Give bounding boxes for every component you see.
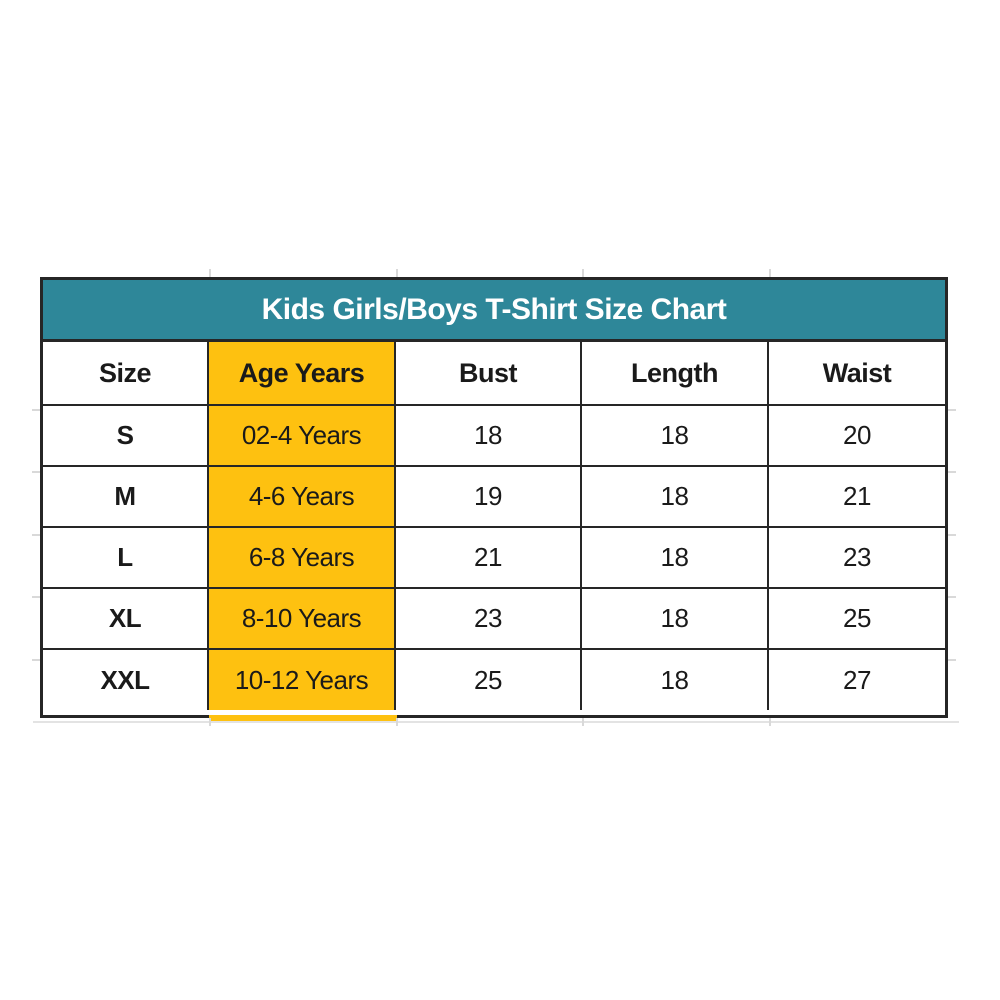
col-header-waist: Waist [767,342,945,406]
gridline-tick [582,718,584,726]
cell-waist: 27 [767,648,945,710]
cell-bust: 21 [394,526,582,589]
gridline-tick [32,471,40,473]
cell-waist: 20 [767,404,945,467]
cell-length: 18 [580,648,769,710]
gridline-tick [32,596,40,598]
col-header-age-years: Age Years [207,342,396,406]
table-row-xl: XL 8-10 Years 23 18 25 [43,587,945,650]
cell-age: 4-6 Years [207,465,396,528]
cell-waist: 23 [767,526,945,589]
gridline-tick [769,718,771,726]
table-row-m: M 4-6 Years 19 18 21 [43,465,945,528]
gridline-tick [32,659,40,661]
gridline-tick [209,269,211,277]
gridline-tick [396,718,398,726]
cell-bust: 23 [394,587,582,650]
size-table: Size Age Years Bust Length Waist S 02-4 … [43,342,945,710]
gridline-tick [769,269,771,277]
cell-age: 10-12 Years [207,648,396,710]
cell-size: S [43,404,209,467]
gridline-tick [33,721,959,723]
cell-bust: 19 [394,465,582,528]
gridline-tick [948,471,956,473]
cell-length: 18 [580,587,769,650]
table-row-s: S 02-4 Years 18 18 20 [43,404,945,467]
col-header-length: Length [580,342,769,406]
cell-length: 18 [580,526,769,589]
cell-size: XXL [43,648,209,710]
gridline-tick [948,596,956,598]
cell-bust: 25 [394,648,582,710]
cell-length: 18 [580,465,769,528]
cell-bust: 18 [394,404,582,467]
gridline-tick [396,269,398,277]
col-header-size: Size [43,342,209,406]
gridline-tick [948,409,956,411]
header-row: Size Age Years Bust Length Waist [43,342,945,406]
highlight-column-overflow [209,715,397,721]
gridline-tick [948,659,956,661]
gridline-tick [582,269,584,277]
gridline-tick [32,409,40,411]
cell-size: M [43,465,209,528]
cell-waist: 21 [767,465,945,528]
cell-age: 6-8 Years [207,526,396,589]
table-title: Kids Girls/Boys T-Shirt Size Chart [43,280,945,342]
cell-size: XL [43,587,209,650]
gridline-tick [209,718,211,726]
col-header-bust: Bust [394,342,582,406]
table-row-l: L 6-8 Years 21 18 23 [43,526,945,589]
gridline-tick [32,534,40,536]
size-chart-table: Kids Girls/Boys T-Shirt Size Chart Size … [32,269,959,726]
cell-age: 02-4 Years [207,404,396,467]
cell-length: 18 [580,404,769,467]
gridline-tick [948,534,956,536]
cell-waist: 25 [767,587,945,650]
cell-size: L [43,526,209,589]
table-row-xxl: XXL 10-12 Years 25 18 27 [43,648,945,710]
cell-age: 8-10 Years [207,587,396,650]
